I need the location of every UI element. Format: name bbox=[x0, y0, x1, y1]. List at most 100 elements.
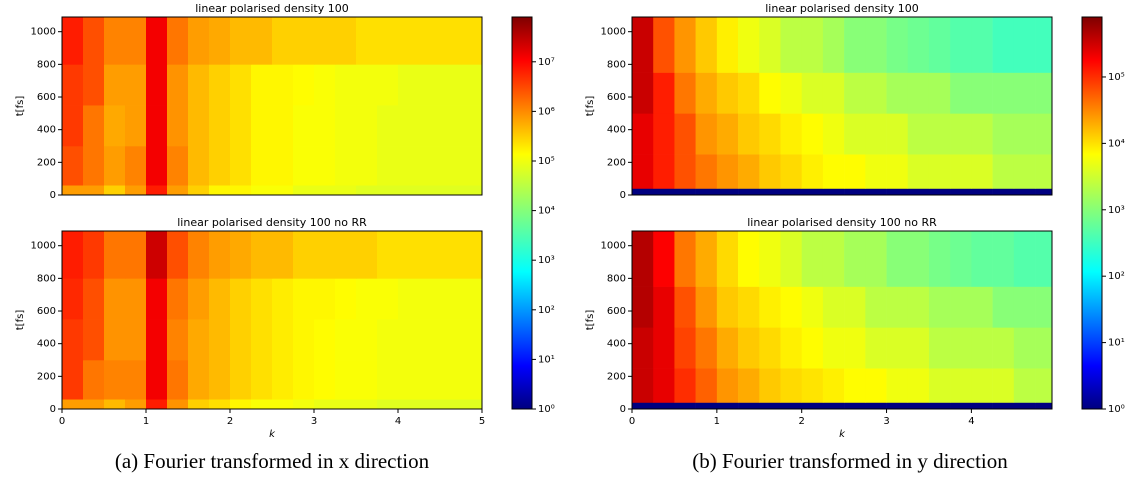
heatmap-cell bbox=[759, 286, 781, 328]
x-tick-label: 2 bbox=[799, 416, 805, 427]
heatmap-cell bbox=[83, 231, 105, 279]
heatmap-cell bbox=[738, 72, 760, 114]
heatmap-cell bbox=[950, 154, 972, 189]
colorbar bbox=[1081, 16, 1103, 410]
colorbar-tick-label: 10⁴ bbox=[1108, 138, 1125, 149]
heatmap-cell bbox=[907, 154, 930, 189]
heatmap-cell bbox=[251, 17, 273, 65]
heatmap-cell bbox=[822, 188, 845, 196]
heatmap-cell bbox=[738, 231, 760, 287]
heatmap-cell bbox=[653, 286, 675, 328]
plot-frame bbox=[631, 16, 1053, 196]
heatmap-cell bbox=[928, 286, 951, 328]
heatmap-cell bbox=[886, 368, 909, 403]
heatmap-cell bbox=[272, 278, 294, 320]
heatmap-cell bbox=[377, 64, 399, 106]
heatmap-cell bbox=[822, 231, 845, 287]
heatmap-cell bbox=[377, 17, 399, 65]
heatmap-cell bbox=[419, 319, 441, 361]
heatmap-cell bbox=[251, 64, 273, 106]
heatmap-cell bbox=[759, 231, 781, 287]
heatmap-cell bbox=[146, 360, 168, 400]
heatmap-cell bbox=[461, 105, 483, 147]
heatmap-cell bbox=[928, 402, 951, 410]
heatmap-cell bbox=[398, 105, 420, 147]
heatmap-cell bbox=[167, 64, 189, 106]
heatmap-cell bbox=[716, 402, 739, 410]
heatmap-cell bbox=[440, 319, 462, 361]
heatmap-cell bbox=[167, 146, 189, 186]
colorbar-tick-label: 10² bbox=[1108, 271, 1125, 282]
heatmap-cell bbox=[695, 402, 718, 410]
heatmap-cell bbox=[83, 185, 105, 196]
heatmap-cell bbox=[950, 113, 972, 155]
heatmap-cell bbox=[695, 72, 718, 114]
heatmap-cell bbox=[780, 72, 802, 114]
colorbar-tick-label: 10⁶ bbox=[538, 106, 555, 117]
heatmap-cell bbox=[188, 17, 210, 65]
heatmap-cell bbox=[188, 319, 210, 361]
y-tick-label: 400 bbox=[607, 339, 626, 350]
heatmap-cell bbox=[653, 72, 675, 114]
heatmap-cell bbox=[971, 17, 993, 73]
y-tick-label: 800 bbox=[37, 59, 56, 70]
heatmap-cell bbox=[844, 402, 866, 410]
plot-frame bbox=[631, 230, 1053, 410]
heatmap-cell bbox=[716, 154, 739, 189]
heatmap-cell bbox=[801, 17, 824, 73]
heatmap-cell bbox=[461, 64, 483, 106]
heatmap-cell bbox=[653, 368, 675, 403]
heatmap-cell bbox=[844, 113, 866, 155]
heatmap-cell bbox=[293, 231, 315, 279]
y-tick-label: 800 bbox=[37, 273, 56, 284]
heatmap-cell bbox=[440, 146, 462, 186]
heatmap-cell bbox=[780, 17, 802, 73]
heatmap-cell bbox=[62, 146, 84, 186]
heatmap-cell bbox=[992, 286, 1015, 328]
heatmap-cell bbox=[188, 185, 210, 196]
heatmap-cell bbox=[167, 278, 189, 320]
heatmap-cell bbox=[632, 17, 654, 73]
heatmap-cell bbox=[822, 327, 845, 369]
heatmap-cell bbox=[886, 113, 909, 155]
heatmap-cell bbox=[146, 64, 168, 106]
heatmap-cell bbox=[419, 278, 441, 320]
heatmap-cell bbox=[419, 146, 441, 186]
heatmap-cell bbox=[971, 286, 993, 328]
heatmap-cell bbox=[125, 185, 147, 196]
heatmap-cell bbox=[971, 72, 993, 114]
heatmap-cell bbox=[314, 146, 336, 186]
heatmap-cell bbox=[398, 231, 420, 279]
heatmap-cell bbox=[950, 231, 972, 287]
heatmap-cell bbox=[844, 154, 866, 189]
heatmap-cell bbox=[62, 399, 84, 410]
heatmap-cell bbox=[907, 113, 930, 155]
heatmap-cell bbox=[188, 360, 210, 400]
heatmap-cell bbox=[125, 231, 147, 279]
heatmap-cell bbox=[695, 231, 718, 287]
heatmap-cell bbox=[209, 231, 231, 279]
heatmap-cell bbox=[971, 368, 993, 403]
heatmap-cell bbox=[674, 72, 696, 114]
heatmap-cell bbox=[653, 154, 675, 189]
heatmap-cell bbox=[146, 146, 168, 186]
heatmap-cell bbox=[1013, 402, 1036, 410]
heatmap-cell bbox=[738, 327, 760, 369]
heatmap-cell bbox=[716, 188, 739, 196]
heatmap-cell bbox=[167, 185, 189, 196]
heatmap-cell bbox=[695, 286, 718, 328]
heatmap-cell bbox=[104, 185, 126, 196]
heatmap-cell bbox=[188, 399, 210, 410]
heatmap-cell bbox=[907, 286, 930, 328]
heatmap-cell bbox=[251, 360, 273, 400]
heatmap-cell bbox=[1035, 188, 1053, 196]
heatmap-cell bbox=[695, 154, 718, 189]
x-tick-label: 0 bbox=[59, 416, 65, 427]
y-tick-label: 0 bbox=[620, 404, 626, 415]
heatmap-cell bbox=[419, 399, 441, 410]
heatmap-cell bbox=[272, 319, 294, 361]
heatmap-cell bbox=[759, 188, 781, 196]
heatmap-cell bbox=[971, 154, 993, 189]
x-tick-label: 5 bbox=[479, 416, 485, 427]
heatmap-cell bbox=[419, 360, 441, 400]
